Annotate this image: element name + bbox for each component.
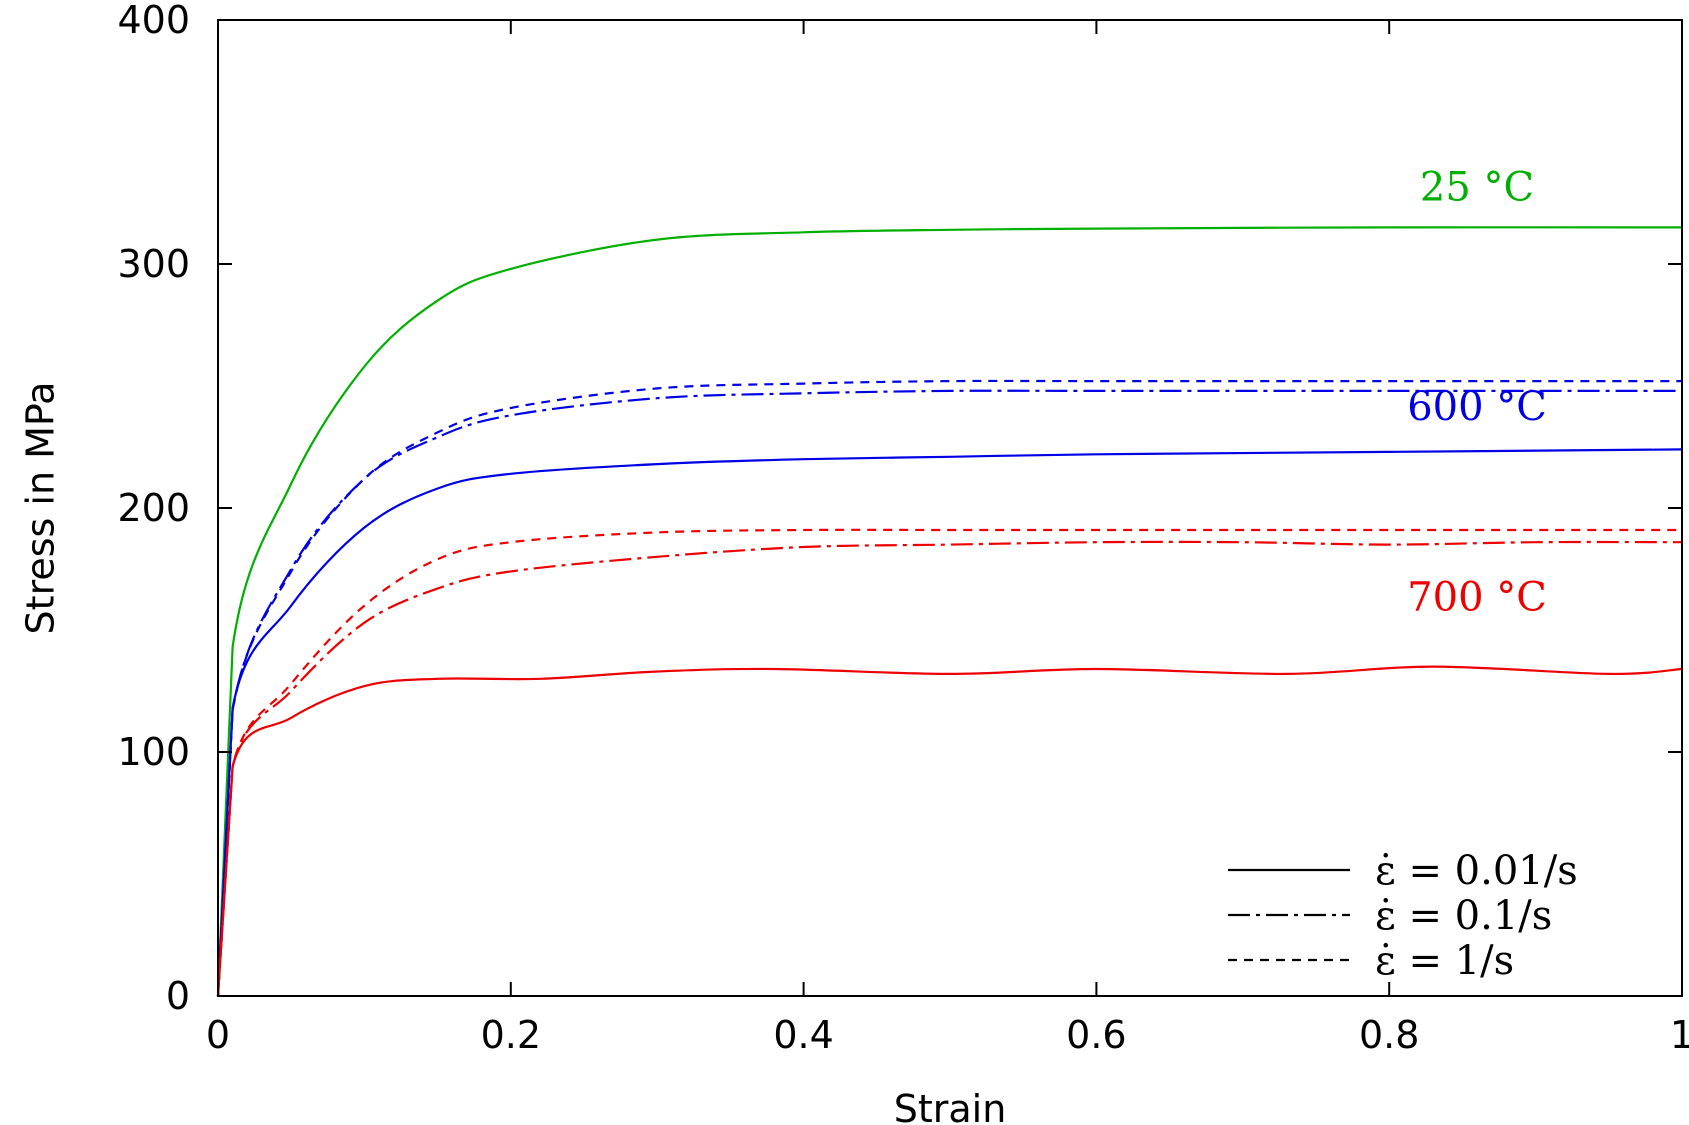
legend-label: ε̇ = 1/s (1375, 938, 1514, 984)
legend-label: ε̇ = 0.01/s (1375, 848, 1578, 894)
y-tick-label: 0 (166, 974, 190, 1018)
x-tick-label: 0.4 (773, 1013, 833, 1057)
y-tick-label: 100 (117, 730, 190, 774)
y-tick-label: 200 (117, 486, 190, 530)
legend-label: ε̇ = 0.1/s (1375, 893, 1552, 939)
curve-annotations: 25 °C 600 °C 700 °C (1407, 165, 1547, 621)
series-line-700C-0.01 (216, 665, 1683, 997)
series-line-700C-0.1 (216, 540, 1683, 997)
x-tick-label: 0.6 (1066, 1013, 1126, 1057)
y-tick-label: 300 (117, 242, 190, 286)
x-tick-label: 1 (1670, 1013, 1689, 1057)
x-tick-label: 0 (206, 1013, 230, 1057)
series-line-700C-1 (216, 528, 1682, 997)
annotation-label: 700 °C (1407, 574, 1547, 620)
legend: ε̇ = 0.01/sε̇ = 0.1/sε̇ = 1/s (1228, 848, 1578, 984)
series-line-600C-1 (216, 379, 1682, 997)
x-tick-label: 0.2 (481, 1013, 541, 1057)
x-axis-label: Strain (894, 1087, 1007, 1125)
y-tick-label: 400 (117, 0, 190, 42)
x-tick-label: 0.8 (1359, 1013, 1419, 1057)
plot-marks (216, 226, 1683, 997)
series-line-600C-0.1 (216, 389, 1682, 997)
annotation-label: 25 °C (1420, 165, 1534, 211)
y-axis-label: Stress in MPa (18, 382, 62, 635)
series-line-25C-0.01 (216, 226, 1683, 997)
annotation-label: 600 °C (1407, 384, 1547, 430)
series-line-600C-0.01 (216, 448, 1683, 997)
axis-ticks: 0 0.2 0.4 0.6 0.8 1 0 100 200 300 400 (117, 0, 1689, 1057)
